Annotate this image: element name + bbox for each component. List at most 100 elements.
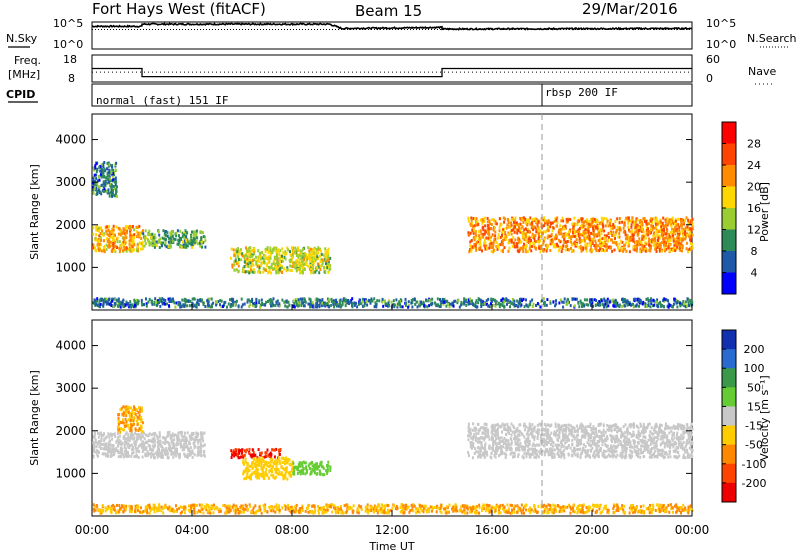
range-cell bbox=[538, 229, 541, 233]
range-cell bbox=[127, 226, 130, 230]
range-cell bbox=[318, 304, 321, 307]
range-cell bbox=[176, 229, 179, 233]
range-cell bbox=[164, 238, 167, 241]
range-cell bbox=[203, 449, 206, 453]
range-cell bbox=[179, 452, 181, 456]
range-cell bbox=[106, 301, 109, 305]
range-cell bbox=[535, 303, 538, 307]
range-cell bbox=[654, 238, 657, 242]
range-cell bbox=[273, 476, 276, 480]
range-cell bbox=[181, 298, 184, 302]
range-cell bbox=[124, 454, 127, 458]
range-cell bbox=[121, 232, 123, 236]
range-cell bbox=[639, 219, 642, 222]
range-cell bbox=[185, 241, 188, 245]
range-cell bbox=[125, 450, 128, 454]
range-cell bbox=[244, 449, 246, 453]
range-cell bbox=[173, 452, 176, 456]
range-cell bbox=[319, 472, 322, 476]
range-cell bbox=[237, 247, 239, 251]
range-cell bbox=[99, 190, 102, 194]
range-cell bbox=[128, 413, 131, 417]
range-cell bbox=[347, 301, 350, 305]
range-cell bbox=[164, 299, 167, 302]
range-cell bbox=[277, 472, 280, 476]
range-cell bbox=[128, 303, 131, 307]
range-cell bbox=[531, 220, 534, 224]
range-cell bbox=[242, 254, 245, 258]
range-cell bbox=[233, 451, 236, 455]
range-cell bbox=[487, 232, 490, 236]
range-cell bbox=[110, 186, 113, 190]
noise-search-label: N.Search bbox=[747, 32, 797, 45]
range-cell bbox=[597, 303, 600, 307]
range-cell bbox=[511, 244, 514, 248]
freq-left-tick-bottom: 8 bbox=[68, 72, 75, 85]
range-cell bbox=[108, 168, 111, 172]
range-cell bbox=[128, 411, 131, 415]
range-cell bbox=[162, 229, 165, 233]
range-cell bbox=[179, 229, 182, 233]
range-cell bbox=[137, 233, 140, 237]
range-cell bbox=[467, 219, 470, 223]
range-cell bbox=[257, 270, 260, 274]
range-cell bbox=[343, 299, 346, 303]
range-cell bbox=[612, 226, 614, 230]
range-cell bbox=[298, 260, 301, 264]
range-cell bbox=[330, 303, 333, 307]
range-cell bbox=[598, 300, 601, 303]
range-cell bbox=[117, 232, 120, 236]
range-cell bbox=[501, 304, 504, 307]
range-cell bbox=[303, 267, 306, 271]
range-cell bbox=[95, 162, 98, 166]
range-cell bbox=[318, 271, 321, 275]
range-cell bbox=[593, 244, 596, 248]
range-cell bbox=[494, 226, 496, 230]
range-cell bbox=[500, 249, 503, 253]
range-cell bbox=[501, 430, 503, 434]
range-cell bbox=[513, 432, 516, 436]
power-y-axis-label: Slant Range [km] bbox=[28, 164, 41, 260]
range-cell bbox=[638, 240, 641, 244]
range-cell bbox=[569, 235, 572, 239]
range-cell bbox=[479, 237, 482, 241]
range-cell bbox=[496, 245, 499, 249]
range-cell bbox=[231, 265, 234, 269]
range-cell bbox=[314, 250, 317, 254]
range-cell bbox=[183, 442, 185, 446]
range-cell bbox=[204, 245, 207, 249]
range-cell bbox=[502, 216, 505, 220]
range-cell bbox=[621, 247, 623, 250]
range-cell bbox=[200, 431, 203, 435]
range-cell bbox=[268, 465, 271, 468]
range-cell bbox=[491, 303, 494, 307]
range-cell bbox=[196, 298, 199, 302]
range-cell bbox=[107, 188, 110, 192]
range-cell bbox=[645, 232, 648, 236]
range-cell bbox=[603, 229, 606, 233]
range-cell bbox=[531, 423, 534, 427]
range-cell bbox=[95, 233, 98, 237]
range-cell bbox=[443, 300, 446, 304]
range-cell bbox=[274, 470, 277, 474]
range-cell bbox=[469, 222, 472, 226]
range-cell bbox=[559, 224, 562, 228]
range-cell bbox=[634, 304, 637, 308]
range-cell bbox=[656, 220, 659, 224]
range-cell bbox=[601, 219, 604, 223]
range-cell bbox=[612, 298, 615, 302]
range-cell bbox=[173, 434, 175, 438]
range-cell bbox=[111, 164, 114, 167]
range-cell bbox=[118, 246, 121, 250]
range-cell bbox=[483, 238, 486, 242]
range-cell bbox=[98, 189, 101, 193]
range-cell bbox=[623, 304, 626, 308]
range-cell bbox=[561, 300, 564, 304]
range-cell bbox=[624, 298, 627, 302]
range-cell bbox=[227, 302, 230, 306]
range-cell bbox=[271, 302, 274, 306]
cpid-mode-rbsp: rbsp 200 IF bbox=[545, 86, 618, 99]
range-cell bbox=[591, 248, 594, 252]
range-cell bbox=[122, 428, 124, 432]
range-cell bbox=[147, 434, 150, 438]
